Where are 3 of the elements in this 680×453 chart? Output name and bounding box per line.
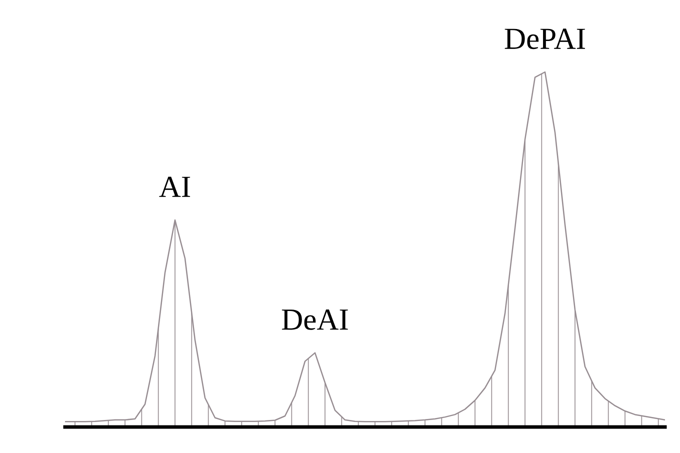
annotation: AI [159, 176, 190, 197]
text: DePAI [504, 28, 585, 50]
annotation: DeAI [282, 309, 348, 330]
